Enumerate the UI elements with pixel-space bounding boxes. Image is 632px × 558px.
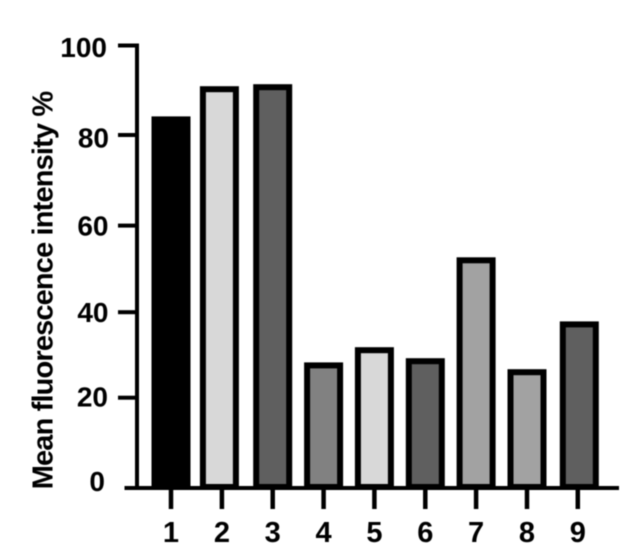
svg-text:5: 5	[366, 517, 382, 549]
svg-text:4: 4	[316, 517, 332, 549]
svg-text:40: 40	[77, 297, 108, 328]
svg-text:80: 80	[78, 122, 109, 153]
svg-text:100: 100	[60, 32, 107, 63]
svg-text:9: 9	[570, 517, 586, 549]
svg-text:6: 6	[417, 517, 433, 549]
svg-text:8: 8	[519, 517, 535, 549]
svg-text:Mean fluorescence intensity %: Mean fluorescence intensity %	[28, 91, 60, 490]
svg-text:20: 20	[77, 382, 108, 413]
svg-text:0: 0	[89, 466, 105, 497]
svg-text:1: 1	[163, 517, 179, 549]
svg-text:2: 2	[214, 517, 230, 549]
svg-text:3: 3	[265, 517, 281, 549]
svg-text:60: 60	[77, 211, 108, 242]
svg-text:7: 7	[468, 517, 484, 549]
